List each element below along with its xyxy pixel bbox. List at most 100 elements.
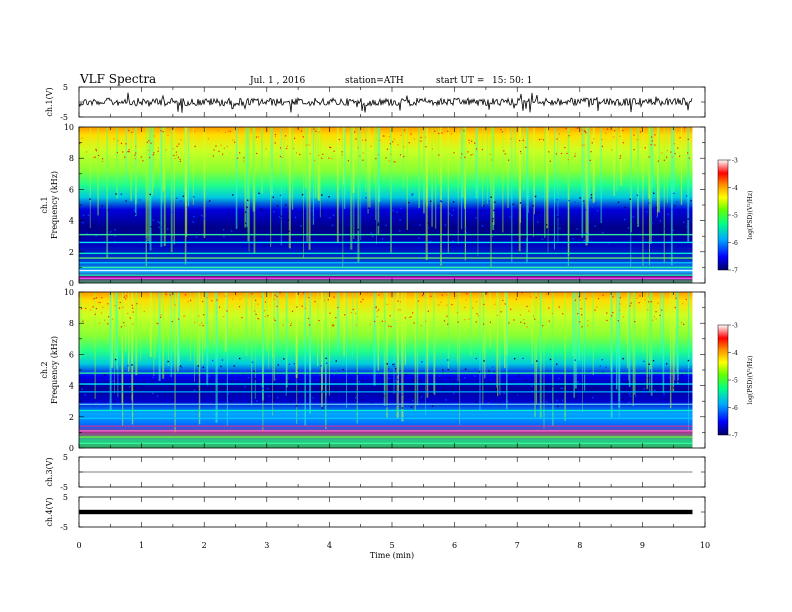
spectrogram-burst (121, 292, 124, 404)
spectrogram-speckle (193, 389, 196, 391)
spectrogram-speckle (579, 197, 581, 199)
spectrogram-speckle (475, 301, 478, 303)
spectrogram-speckle (258, 318, 260, 320)
spectrogram-speckle (648, 363, 650, 365)
spectrogram-speckle (251, 293, 253, 295)
spectrogram-speckle (503, 150, 505, 152)
spectrogram-speckle (523, 236, 526, 238)
spectrogram-speckle (128, 129, 130, 132)
spectrogram-burst (666, 127, 668, 204)
spectrogram-speckle (95, 402, 97, 404)
spectrogram-burst (573, 292, 575, 398)
spectrogram-speckle (213, 402, 215, 404)
spectrogram-burst (178, 292, 181, 366)
spectrogram-speckle (260, 226, 262, 228)
spectrogram-speckle (491, 159, 493, 161)
spectrogram-burst (346, 292, 348, 408)
spectrogram-speckle (452, 240, 454, 242)
spectrogram-speckle (597, 298, 600, 300)
spectrogram-speckle (510, 138, 512, 140)
spectrogram-speckle (355, 395, 358, 397)
spectrogram-speckle (427, 310, 429, 312)
spectrogram-burst (206, 292, 209, 385)
narrowband-line (79, 409, 693, 412)
spectrogram-speckle (610, 315, 613, 317)
spectrogram-burst (431, 127, 433, 227)
spectrogram-speckle (653, 316, 655, 318)
spectrogram-speckle (509, 216, 511, 218)
spectrogram-speckle (390, 153, 392, 156)
spectrogram-speckle (410, 133, 412, 135)
spectrogram-speckle (127, 365, 129, 367)
spectrogram-burst (687, 127, 690, 242)
spectrogram-speckle (551, 385, 553, 388)
spectrogram-burst (321, 292, 323, 407)
spectrogram-burst (173, 127, 175, 245)
spectrogram-speckle (130, 393, 132, 395)
spectrogram-speckle (257, 317, 259, 320)
spectrogram-burst (628, 292, 631, 387)
spectrogram-speckle (418, 380, 421, 382)
spectrogram-speckle (599, 365, 602, 367)
spectrogram-speckle (327, 203, 329, 206)
spectrogram-speckle (648, 301, 650, 303)
spectrogram-burst (482, 127, 484, 207)
spectrogram-speckle (574, 299, 576, 301)
spectrogram-speckle (661, 309, 663, 311)
spectrogram-speckle (581, 314, 583, 316)
spectrogram-speckle (617, 320, 619, 322)
spectrogram-speckle (583, 130, 585, 132)
spectrogram-burst (224, 292, 227, 352)
spectrogram-speckle (655, 207, 657, 209)
spectrogram-speckle (184, 315, 186, 317)
colorbar-tick-label: -5 (732, 213, 738, 220)
spectrogram-speckle (81, 388, 83, 390)
spectrogram-speckle (124, 236, 126, 239)
spectrogram-speckle (201, 322, 203, 324)
spectrogram-speckle (375, 157, 377, 160)
spectrogram-speckle (393, 161, 395, 163)
spectrogram-burst (163, 127, 166, 247)
spectrogram-speckle (374, 320, 376, 323)
spectrogram-speckle (520, 152, 522, 154)
spectrogram-speckle (140, 156, 142, 158)
spectrogram-speckle (308, 296, 310, 299)
spectrogram-speckle (327, 299, 329, 301)
spectrogram-speckle (446, 304, 448, 306)
spectrogram-speckle (178, 143, 180, 145)
spectrogram-speckle (456, 312, 459, 314)
spectrogram-burst (162, 292, 165, 379)
spectrogram-speckle (585, 132, 587, 134)
spectrogram-speckle (474, 368, 476, 370)
spectrogram-speckle (587, 324, 589, 327)
spectrogram-speckle (87, 128, 89, 130)
spectrogram-speckle (282, 324, 284, 326)
spectrogram-speckle (357, 229, 360, 231)
spectrogram-speckle (322, 390, 324, 392)
spectrogram-speckle (639, 131, 642, 133)
spectrogram-speckle (645, 211, 648, 213)
spectrogram-speckle (518, 375, 520, 377)
spectrogram-speckle (606, 319, 608, 322)
spectrogram-speckle (538, 239, 540, 241)
spectrogram-burst (581, 127, 584, 238)
spectrogram-speckle (257, 226, 259, 228)
x-tick-label: 5 (389, 541, 394, 550)
spectrogram-speckle (651, 222, 653, 225)
spectrogram-speckle (254, 378, 256, 380)
spectrogram-speckle (165, 293, 167, 295)
spectrogram-speckle (241, 316, 243, 319)
x-tick-label: 10 (700, 541, 710, 550)
spectrogram-speckle (437, 205, 440, 207)
spectrogram-speckle (256, 152, 258, 155)
spectrogram-speckle (483, 382, 485, 384)
spectrogram-speckle (425, 320, 427, 322)
spectrogram-speckle (107, 209, 110, 211)
spectrogram-speckle (620, 155, 622, 157)
spectrogram-speckle (419, 224, 421, 226)
spectrogram-speckle (474, 142, 476, 144)
spectrogram-speckle (625, 382, 628, 384)
y-tick-label: 10 (64, 123, 74, 132)
spectrogram-speckle (300, 224, 302, 227)
spectrogram-burst (360, 127, 362, 241)
